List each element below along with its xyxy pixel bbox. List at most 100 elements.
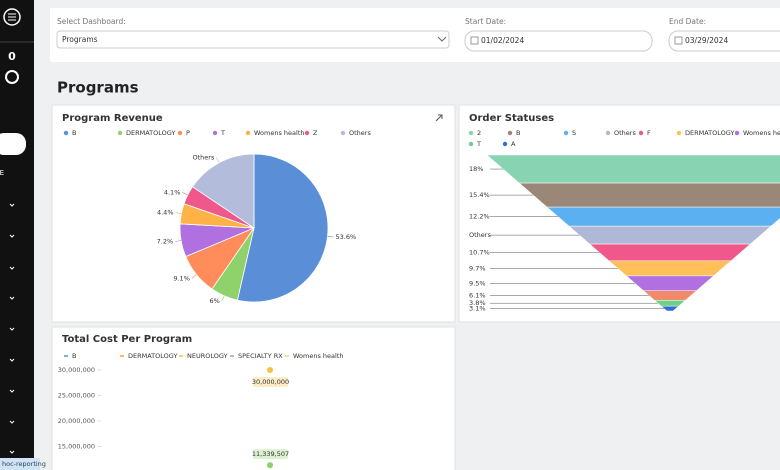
leader-line [327,236,334,238]
funnel-segment [546,206,780,227]
filter-label: Start Date: [465,17,506,26]
caret [9,296,15,300]
label-bg [253,377,288,387]
legend-label: T [476,140,481,148]
data-label: 7.2% [157,238,174,246]
data-label: 9.7% [469,264,486,272]
date-value: 03/29/2024 [685,36,728,45]
caret [9,203,15,207]
data-label: 9.5% [469,279,486,287]
legend-label: 2 [477,129,481,137]
funnel-segment [486,154,780,184]
caret-group [9,203,15,454]
legend-marker [563,130,569,136]
data-label: 18% [469,165,483,173]
data-label: 4.1% [164,188,181,196]
legend-label: NEUROLOGY [187,352,228,360]
data-label: 3.8% [469,299,486,307]
legend-label: B [516,129,520,137]
legend-label: F [647,129,651,137]
page-title: Programs [57,79,139,97]
legend-marker [245,130,251,136]
funnel-area: 2 B S Others F DERMATOLOGY Womens health T A 18% 1… [468,129,780,313]
y-tick-label: 20,000,000 [58,417,95,425]
legend-marker [340,130,346,136]
legend-label: P [186,129,190,137]
logo-icon [8,13,16,21]
legend-label: B [72,352,76,360]
data-label: 15.4% [469,191,490,199]
leader-line [182,192,188,196]
legend-marker [605,130,611,136]
legend-label: Womens health [743,129,780,137]
legend-label: DERMATOLOGY [685,129,734,137]
status-link[interactable]: hoc-reporting [2,460,46,468]
data-label: 9.1% [173,274,190,282]
legend-label: B [72,129,76,137]
legend-marker [676,130,682,136]
data-label: Others [469,231,491,239]
legend-marker [507,130,513,136]
end-date-input[interactable] [668,30,780,52]
chevron [437,36,447,42]
panel [51,326,456,470]
data-label: 6.1% [469,291,486,299]
data-label: 12.2% [469,213,490,221]
legend-label: Womens health [293,352,344,360]
leader-line [216,157,220,163]
expand-icon[interactable] [435,114,443,122]
data-label: 6% [209,297,219,305]
legend-label: A [511,140,516,148]
menu-item[interactable]: E [0,169,4,177]
search-pill[interactable] [0,133,26,155]
funnel-segment [568,225,772,245]
leader-line [175,212,182,214]
funnel-segment [660,305,680,312]
legend-marker [502,141,508,147]
caret [9,389,15,393]
legend-marker [63,130,69,136]
select-value: Programs [62,35,98,44]
legend-label: S [572,129,576,137]
sidebar [0,0,34,470]
leader-line [221,295,225,302]
data-label: 30,000,000 [252,378,289,386]
legend-label: Womens health [254,129,305,137]
legend-label: Others [349,129,371,137]
filter-label: Select Dashboard: [57,17,126,26]
legend-label: Others [614,129,636,137]
funnel-segment [518,182,780,208]
chart-title: Total Cost Per Program [62,334,192,345]
data-label: 10.7% [469,248,490,256]
chart-title: Program Revenue [62,113,163,124]
y-tick-label: 25,000,000 [58,392,95,400]
pie-slice [191,153,255,229]
leader-line [191,274,197,279]
legend-marker [638,130,644,136]
date-value: 01/02/2024 [481,36,524,45]
funnel-segment [608,260,732,277]
data-label: 11,339,507 [252,450,289,458]
data-label: 4.4% [157,209,174,217]
legend-marker [734,130,740,136]
data-label: Others [192,153,214,161]
pie-slice [236,153,329,303]
dashboard-select[interactable] [56,30,450,49]
legend-marker [468,141,474,147]
caret [9,420,15,424]
y-tick-label: 30,000,000 [58,366,95,374]
chart-title: Order Statuses [469,113,554,124]
legend-label: SPECIALTY RX [238,352,283,360]
logo[interactable] [3,8,21,26]
leader-line [175,240,182,242]
status-bar [0,458,40,470]
legend-label: Z [313,129,318,137]
start-date-input[interactable] [464,30,653,52]
calendar-icon [674,36,683,45]
support-icon[interactable] [5,70,19,84]
filter-label: End Date: [669,17,706,26]
legend-label: T [220,129,225,137]
caret [9,327,15,331]
